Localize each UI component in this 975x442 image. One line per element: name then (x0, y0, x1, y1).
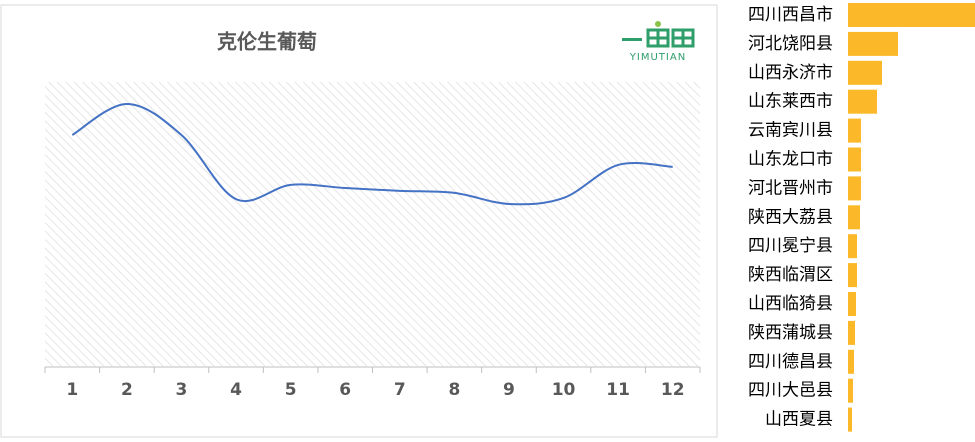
bar (848, 292, 856, 316)
x-tick-label: 5 (285, 380, 297, 400)
x-tick-label: 2 (121, 380, 133, 400)
bar (848, 176, 861, 201)
y-tick-label: 山西夏县 (765, 410, 833, 430)
y-tick-label: 四川大邑县 (748, 381, 833, 401)
y-tick-label: 陕西大荔县 (748, 207, 833, 227)
plot-background (45, 82, 700, 366)
x-tick-label: 11 (606, 380, 630, 400)
x-tick-label: 3 (176, 380, 188, 400)
x-tick-label: 8 (448, 380, 460, 400)
x-tick-label: 7 (394, 380, 406, 400)
y-tick-label: 山东莱西市 (748, 92, 833, 112)
line-series (71, 102, 673, 206)
bar (848, 60, 882, 85)
y-tick-label: 陕西临渭区 (748, 265, 833, 285)
bar (848, 205, 860, 230)
y-tick-label: 四川冕宁县 (748, 236, 833, 256)
bar (848, 89, 877, 114)
y-tick-label: 河北饶阳县 (748, 34, 833, 54)
y-tick-label: 云南宾川县 (748, 121, 833, 141)
x-tick-label: 9 (503, 380, 515, 400)
x-tick-label: 6 (339, 380, 351, 400)
x-tick-label: 1 (66, 380, 78, 400)
bar (848, 118, 861, 143)
bar (848, 320, 855, 345)
bar (848, 31, 898, 56)
chart-title: 克伦生葡萄 (217, 30, 317, 54)
bar (848, 3, 975, 27)
bar (848, 349, 854, 374)
y-tick-label: 四川德昌县 (748, 352, 833, 372)
y-tick-label: 河北晋州市 (748, 178, 833, 198)
bar (848, 234, 857, 259)
y-tick-label: 四川西昌市 (748, 5, 833, 25)
bar (848, 263, 857, 288)
x-tick-label: 4 (230, 380, 242, 400)
logo: YIMUTIAN (622, 21, 695, 63)
y-tick-label: 陕西蒲城县 (748, 323, 833, 343)
logo-text: YIMUTIAN (629, 52, 686, 63)
y-tick-label: 山西永济市 (748, 63, 833, 83)
x-tick-label: 12 (661, 380, 685, 400)
x-tick-label: 10 (552, 380, 576, 400)
bar (848, 407, 852, 432)
y-tick-label: 山东龙口市 (748, 150, 833, 170)
bar (848, 378, 853, 403)
y-tick-label: 山西临猗县 (748, 294, 833, 314)
bar (848, 147, 861, 172)
